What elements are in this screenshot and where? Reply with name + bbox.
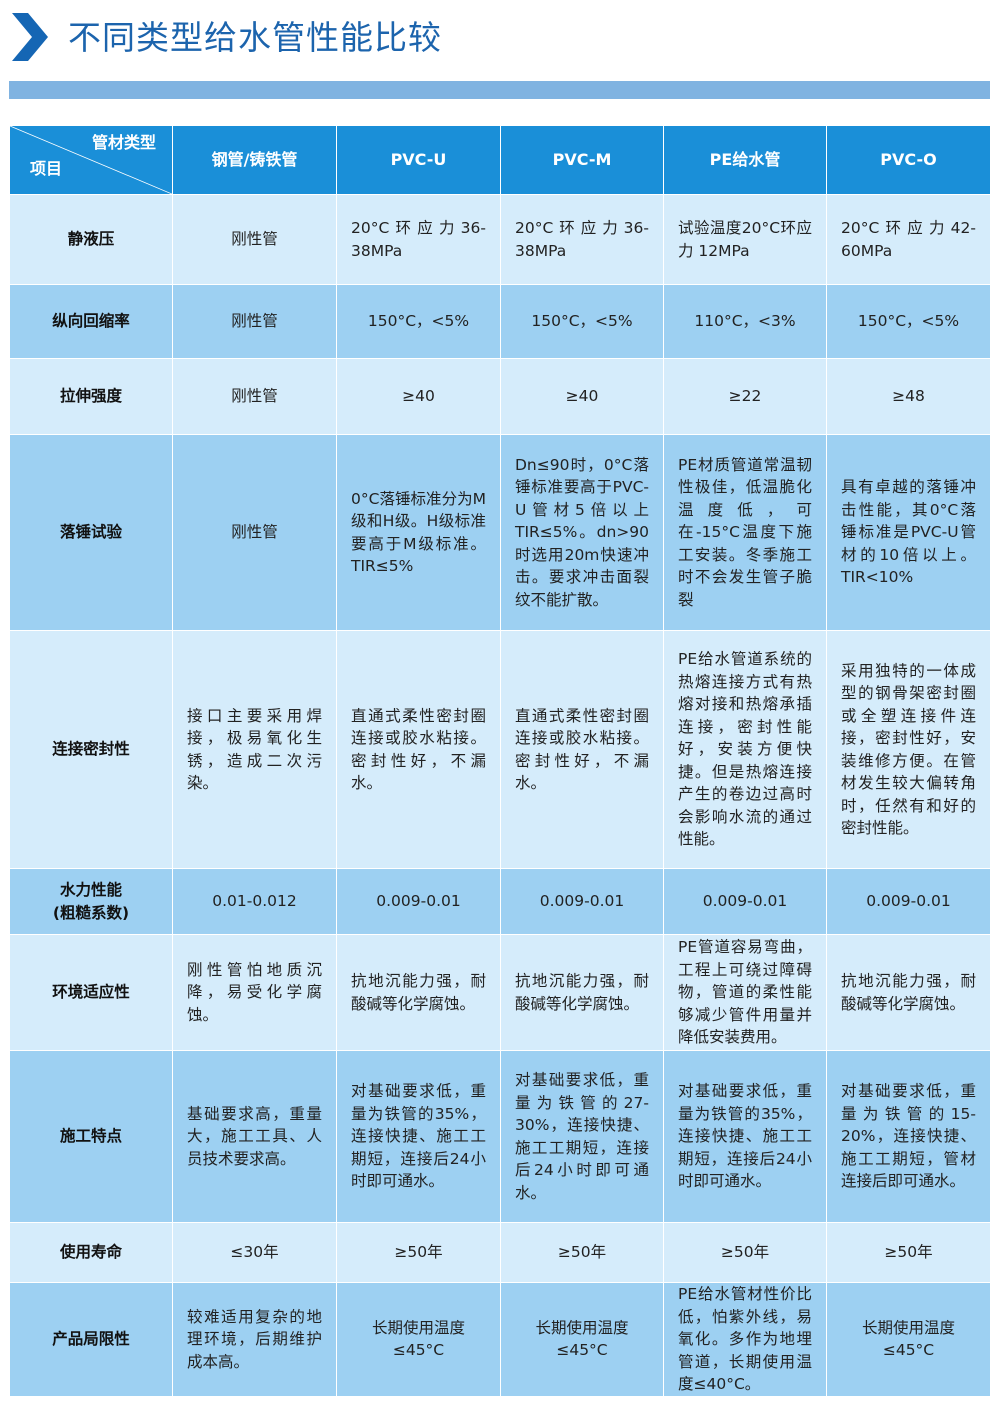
table-cell: ≥50年: [826, 1222, 991, 1283]
table-row: 静液压 刚性管 20°C环应力36-38MPa 20°C环应力36-38MPa 试验温度…: [9, 194, 991, 285]
table-cell: ≤30年: [172, 1222, 337, 1283]
decorative-bar: [9, 81, 990, 99]
column-header: PVC-M: [500, 125, 664, 195]
table-cell: 长期使用温度≤45°C: [500, 1282, 664, 1397]
table-cell: 基础要求高，重量大，施工工具、人员技术要求高。: [172, 1050, 337, 1223]
table-cell: 0.009-0.01: [826, 868, 991, 935]
table-row: 水力性能 (粗糙系数) 0.01-0.012 0.009-0.01 0.009-0.0…: [9, 868, 991, 935]
table-cell: 20°C环应力36-38MPa: [336, 194, 501, 285]
table-cell: 20°C环应力42-60MPa: [826, 194, 991, 285]
table-cell: ≥22: [663, 358, 827, 435]
column-header: PVC-U: [336, 125, 501, 195]
table-row: 施工特点 基础要求高，重量大，施工工具、人员技术要求高。 对基础要求低，重量为铁管的…: [9, 1050, 991, 1223]
table-cell: ≥40: [336, 358, 501, 435]
column-header: 钢管/铸铁管: [172, 125, 337, 195]
row-label: 纵向回缩率: [9, 284, 173, 359]
table-cell: 0.01-0.012: [172, 868, 337, 935]
corner-bottom-label: 项目: [30, 158, 63, 178]
table-cell: PE给水管道系统的热熔连接方式有热熔对接和热熔承插连接，密封性能好，安装方便快捷…: [663, 630, 827, 869]
table-cell: 刚性管: [172, 284, 337, 359]
table-cell: 长期使用温度≤45°C: [336, 1282, 501, 1397]
table-cell: 对基础要求低，重量为铁管的35%，连接快捷、施工工期短，连接后24小时即可通水。: [663, 1050, 827, 1223]
table-cell: 对基础要求低，重量为铁管的35%，连接快捷、施工工期短，连接后24小时即可通水。: [336, 1050, 501, 1223]
table-cell: ≥40: [500, 358, 664, 435]
table-row: 环境适应性 刚性管怕地质沉降，易受化学腐蚀。 抗地沉能力强，耐酸碱等化学腐蚀。 抗地沉…: [9, 934, 991, 1051]
table-cell: ≥50年: [500, 1222, 664, 1283]
chevron-right-icon: [12, 13, 48, 61]
table-cell: 长期使用温度≤45°C: [826, 1282, 991, 1397]
table-cell: 抗地沉能力强，耐酸碱等化学腐蚀。: [826, 934, 991, 1051]
table-row: 拉伸强度 刚性管 ≥40 ≥40 ≥22 ≥48: [9, 358, 991, 435]
diagonal-divider: [10, 126, 172, 194]
table-cell: 20°C环应力36-38MPa: [500, 194, 664, 285]
table-cell: 刚性管: [172, 434, 337, 631]
table-row: 产品局限性 较难适用复杂的地理环境，后期维护成本高。 长期使用温度≤45°C 长期使用…: [9, 1282, 991, 1397]
table-cell: 刚性管: [172, 358, 337, 435]
table-cell: 0.009-0.01: [663, 868, 827, 935]
row-label: 施工特点: [9, 1050, 173, 1223]
row-label: 环境适应性: [9, 934, 173, 1051]
corner-header: 管材类型 项目: [9, 125, 173, 195]
table-cell: 试验温度20°C环应力 12MPa: [663, 194, 827, 285]
table-cell: 刚性管: [172, 194, 337, 285]
header-row: 管材类型 项目 钢管/铸铁管 PVC-U PVC-M PE给水管 PVC-O: [9, 125, 991, 195]
table-cell: 0°C落锤标准分为M级和H级。H级标准要高于M级标准。TIR≤5%: [336, 434, 501, 631]
column-header: PE给水管: [663, 125, 827, 195]
table-cell: 0.009-0.01: [336, 868, 501, 935]
table-cell: 接口主要采用焊接，极易氧化生锈，造成二次污染。: [172, 630, 337, 869]
table-cell: 直通式柔性密封圈连接或胶水粘接。密封性好，不漏水。: [336, 630, 501, 869]
table-cell: 150°C，<5%: [826, 284, 991, 359]
table-cell: ≥48: [826, 358, 991, 435]
row-label: 使用寿命: [9, 1222, 173, 1283]
row-label: 水力性能 (粗糙系数): [9, 868, 173, 935]
table-cell: 对基础要求低，重量为铁管的27-30%，连接快捷、施工工期短，连接后24小时即可…: [500, 1050, 664, 1223]
table-cell: PE材质管道常温韧性极佳，低温脆化温度低，可在-15°C温度下施工安装。冬季施工…: [663, 434, 827, 631]
table-cell: 0.009-0.01: [500, 868, 664, 935]
table-row: 连接密封性 接口主要采用焊接，极易氧化生锈，造成二次污染。 直通式柔性密封圈连接或胶…: [9, 630, 991, 869]
table-cell: 对基础要求低，重量为铁管的15-20%，连接快捷、施工工期短，管材连接后即可通水…: [826, 1050, 991, 1223]
row-label: 静液压: [9, 194, 173, 285]
corner-top-label: 管材类型: [91, 133, 156, 152]
table-cell: PE给水管材性价比低，怕紫外线，易氧化。多作为地埋管道，长期使用温度≤40°C。: [663, 1282, 827, 1397]
table-cell: 直通式柔性密封圈连接或胶水粘接。密封性好，不漏水。: [500, 630, 664, 869]
table-cell: ≥50年: [336, 1222, 501, 1283]
row-label: 落锤试验: [9, 434, 173, 631]
table-cell: 刚性管怕地质沉降，易受化学腐蚀。: [172, 934, 337, 1051]
table-cell: ≥50年: [663, 1222, 827, 1283]
table-cell: 抗地沉能力强，耐酸碱等化学腐蚀。: [500, 934, 664, 1051]
column-header: PVC-O: [826, 125, 991, 195]
page-title: 不同类型给水管性能比较: [68, 18, 442, 57]
table-cell: PE管道容易弯曲，工程上可绕过障碍物，管道的柔性能够减少管件用量并降低安装费用。: [663, 934, 827, 1051]
table-cell: Dn≤90时，0°C落锤标准要高于PVC-U管材5倍以上TIR≤5%。dn>90…: [500, 434, 664, 631]
table-cell: 采用独特的一体成型的钢骨架密封圈或全塑连接件连接，密封性好，安装维修方便。在管材…: [826, 630, 991, 869]
table-row: 使用寿命 ≤30年 ≥50年 ≥50年 ≥50年 ≥50年: [9, 1222, 991, 1283]
table-row: 落锤试验 刚性管 0°C落锤标准分为M级和H级。H级标准要高于M级标准。TIR≤5%…: [9, 434, 991, 631]
table-cell: 抗地沉能力强，耐酸碱等化学腐蚀。: [336, 934, 501, 1051]
comparison-table: 管材类型 项目 钢管/铸铁管 PVC-U PVC-M PE给水管 PVC-O 静…: [9, 125, 991, 1397]
row-label: 连接密封性: [9, 630, 173, 869]
row-label: 拉伸强度: [9, 358, 173, 435]
table-cell: 150°C，<5%: [500, 284, 664, 359]
table-cell: 较难适用复杂的地理环境，后期维护成本高。: [172, 1282, 337, 1397]
row-label: 产品局限性: [9, 1282, 173, 1397]
table-cell: 具有卓越的落锤冲击性能，其0°C落锤标准是PVC-U管材的10倍以上。TIR<1…: [826, 434, 991, 631]
table-cell: 110°C，<3%: [663, 284, 827, 359]
table-cell: 150°C，<5%: [336, 284, 501, 359]
table-row: 纵向回缩率 刚性管 150°C，<5% 150°C，<5% 110°C，<3% 150°C…: [9, 284, 991, 359]
